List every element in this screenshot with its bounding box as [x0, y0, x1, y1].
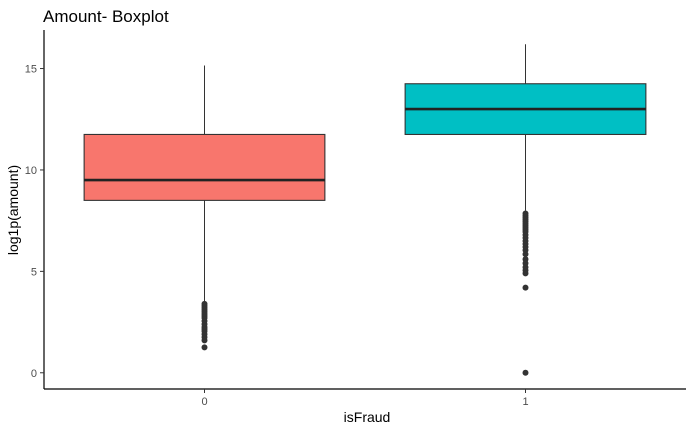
- outlier-point: [522, 284, 529, 291]
- plot-area: 0 5 10 15 0 1: [25, 30, 686, 408]
- x-tick-label: 1: [522, 396, 528, 408]
- y-tick-label: 15: [25, 64, 37, 76]
- outlier-point: [201, 344, 208, 351]
- y-tick-label: 0: [31, 368, 37, 380]
- outlier-point: [201, 300, 208, 307]
- outlier-point: [522, 369, 529, 376]
- outlier-point: [522, 210, 529, 217]
- chart-title: Amount- Boxplot: [43, 7, 169, 26]
- box-iqr: [83, 133, 326, 201]
- x-tick-label: 0: [201, 396, 207, 408]
- y-tick-label: 10: [25, 165, 37, 177]
- y-axis-label: log1p(amount): [5, 165, 21, 255]
- y-tick-label: 5: [31, 266, 37, 278]
- outlier-point: [522, 256, 529, 263]
- x-axis-label: isFraud: [344, 409, 391, 425]
